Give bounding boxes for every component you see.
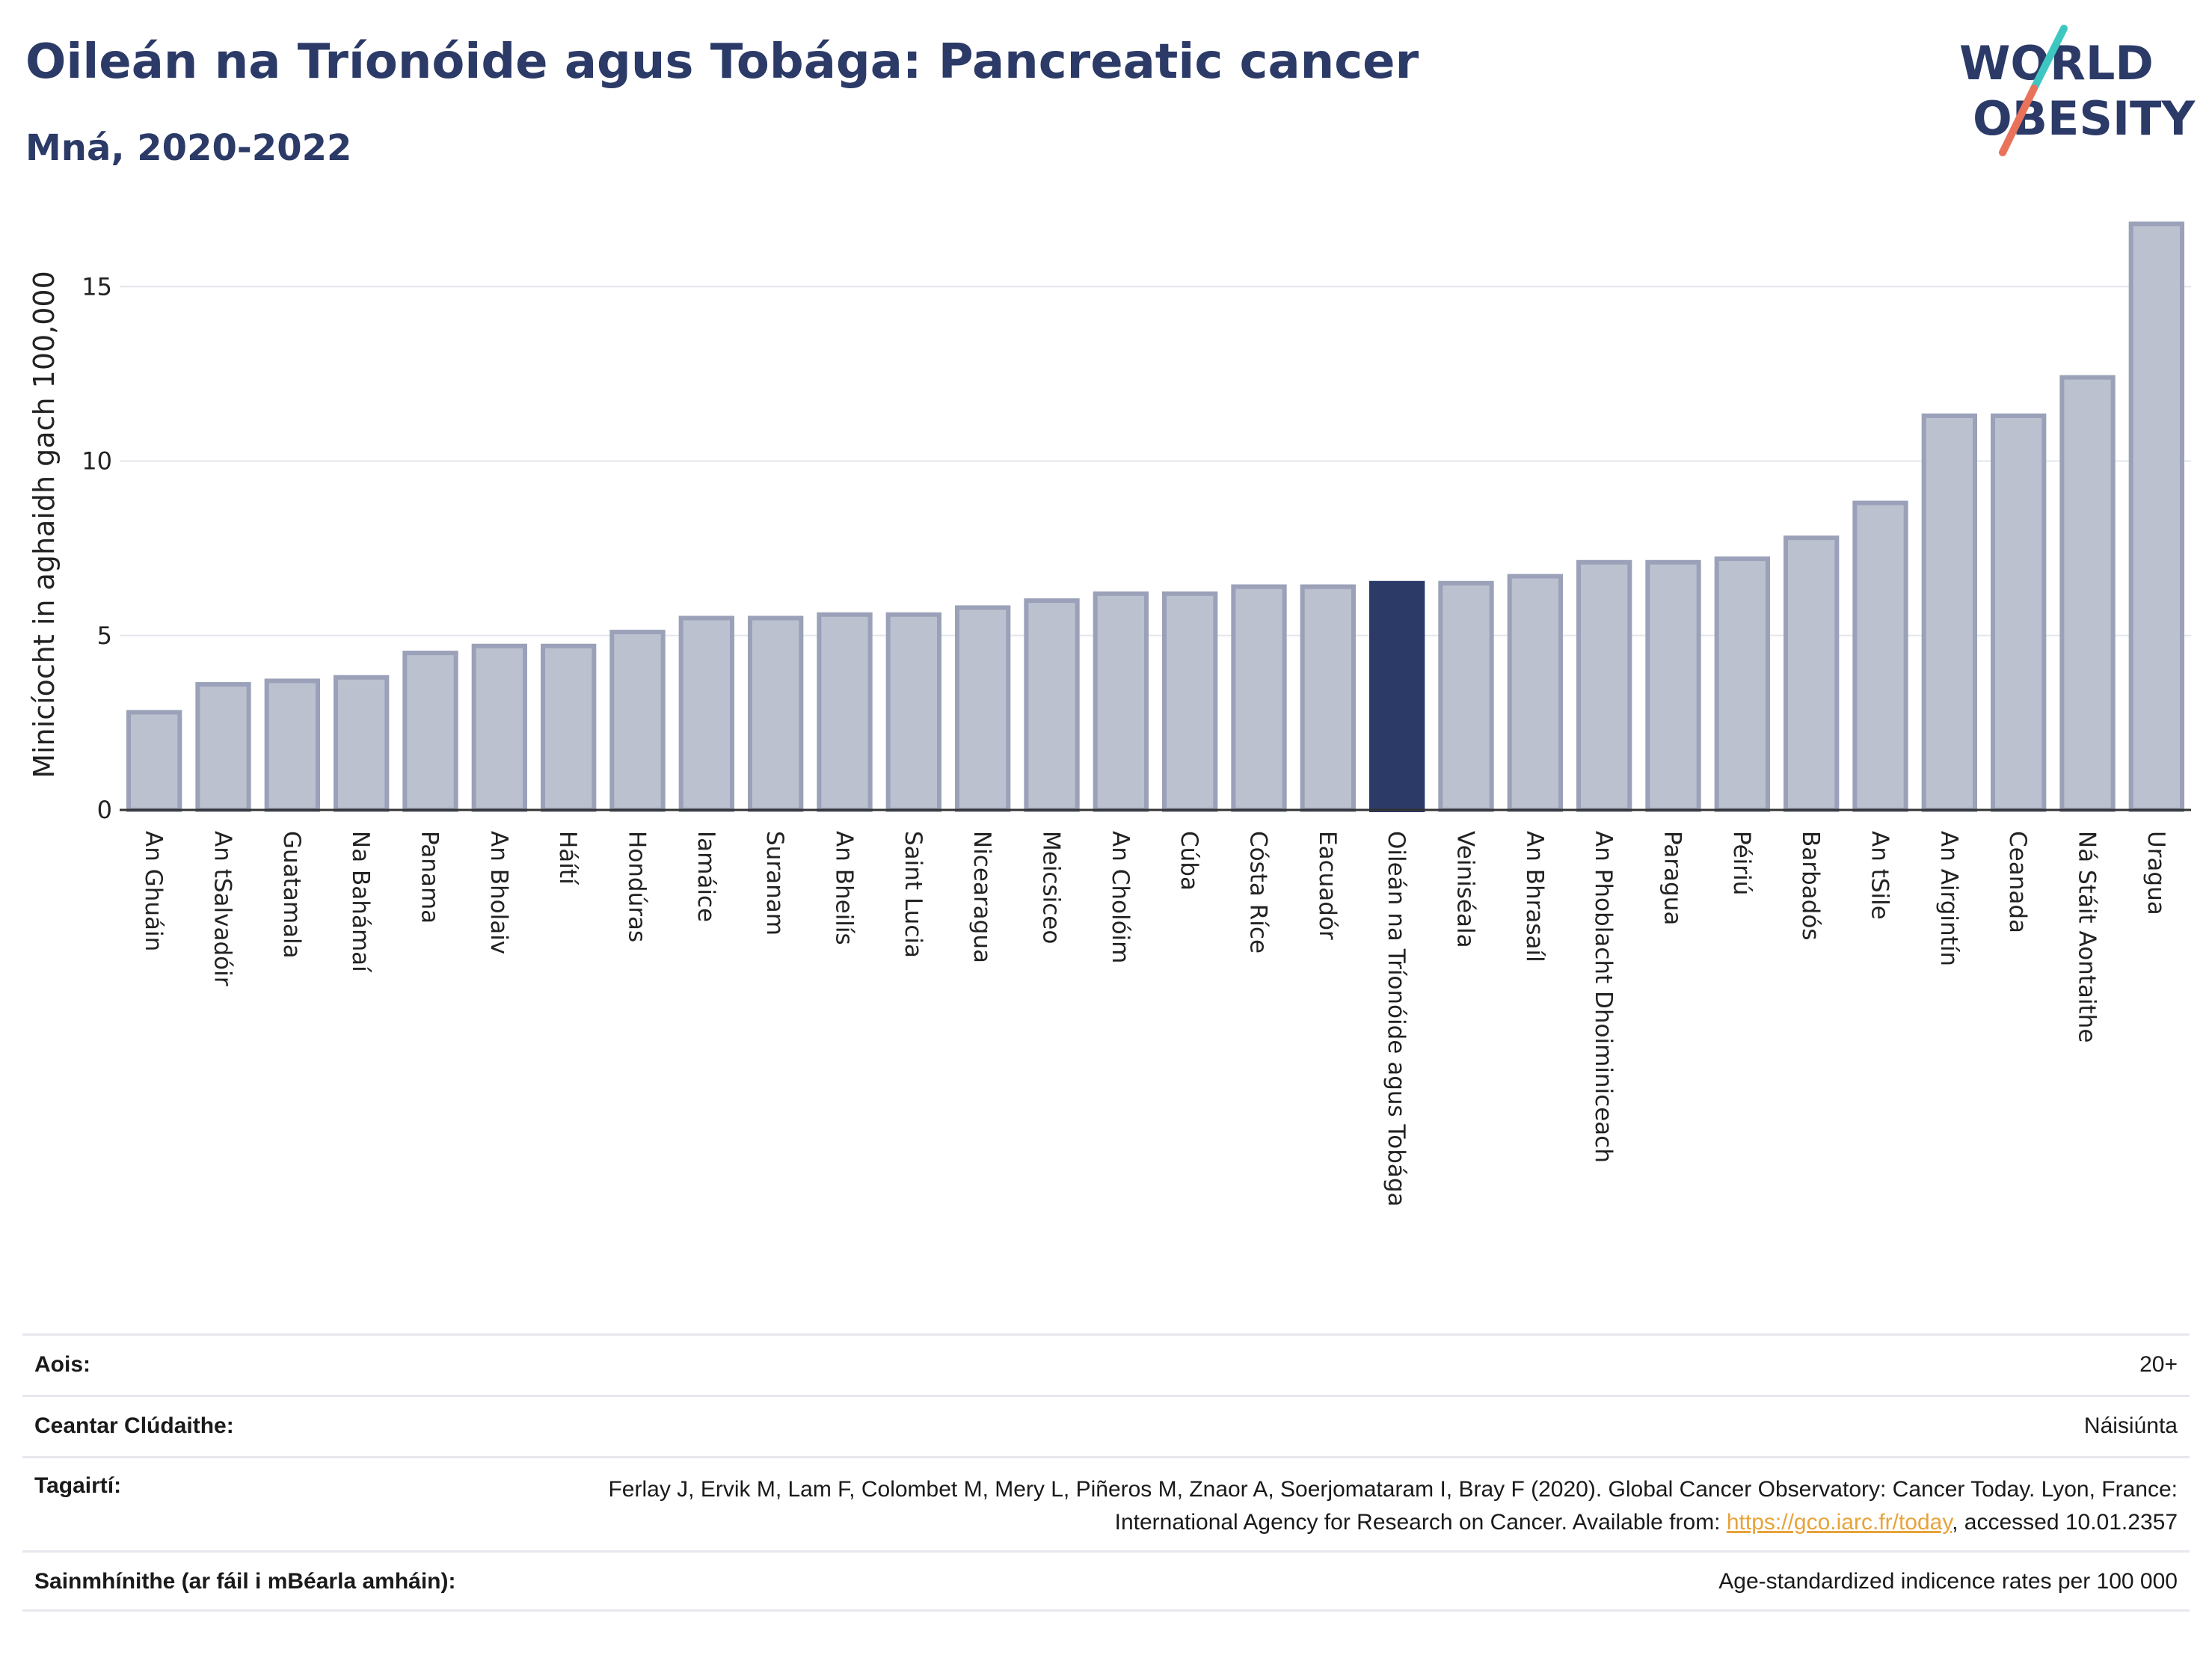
y-tick-label: 15 bbox=[82, 272, 112, 301]
x-tick-label: An Bholaiv bbox=[485, 831, 512, 954]
references-label: Tagairtí: bbox=[34, 1473, 122, 1498]
x-tick-label: Ceanada bbox=[2004, 831, 2031, 933]
x-tick-label: Cúba bbox=[1176, 831, 1202, 891]
age-label: Aois: bbox=[34, 1352, 90, 1377]
bar bbox=[885, 612, 941, 813]
x-tick-label: Guatamala bbox=[278, 831, 305, 959]
x-tick-label: Oileán na Tríonóide agus Tobága bbox=[1383, 831, 1410, 1207]
chart-title: Oileán na Tríonóide agus Tobága: Pancrea… bbox=[25, 34, 1419, 90]
bar bbox=[1991, 413, 2047, 812]
bar bbox=[1231, 584, 1287, 812]
bar bbox=[678, 615, 734, 812]
x-tick-label: Meicsiceo bbox=[1038, 831, 1065, 944]
bar bbox=[1852, 500, 1908, 812]
bar bbox=[2059, 375, 2116, 812]
references-text: Ferlay J, Ervik M, Lam F, Colombet M, Me… bbox=[608, 1477, 2178, 1535]
x-tick-label: Nicearagua bbox=[968, 831, 995, 963]
x-tick-label: Eacuadór bbox=[1314, 831, 1341, 940]
references-value: Ferlay J, Ervik M, Lam F, Colombet M, Me… bbox=[607, 1473, 2178, 1539]
coverage-label: Ceantar Clúdaithe: bbox=[34, 1413, 234, 1438]
x-tick-label: An Airgintín bbox=[1935, 831, 1962, 966]
x-tick-label: An Bhrasaíl bbox=[1521, 831, 1548, 962]
x-tick-label: Suranam bbox=[761, 831, 788, 936]
references-link[interactable]: https://gco.iarc.fr/today bbox=[1726, 1510, 1953, 1535]
x-tick-label: An tSile bbox=[1867, 831, 1893, 920]
bar bbox=[1645, 559, 1701, 813]
y-tick-label: 10 bbox=[82, 447, 112, 476]
x-tick-label: Panama bbox=[417, 831, 443, 924]
bar-highlighted bbox=[1369, 580, 1425, 812]
bar bbox=[195, 682, 251, 813]
bar bbox=[1921, 413, 1977, 812]
bar bbox=[2128, 221, 2184, 812]
info-row-age: Aois: 20+ bbox=[22, 1333, 2190, 1395]
y-tick-label: 0 bbox=[97, 796, 112, 824]
age-value: 20+ bbox=[2139, 1352, 2178, 1377]
bar bbox=[471, 643, 527, 813]
bar bbox=[817, 612, 873, 813]
bar bbox=[955, 605, 1011, 813]
x-tick-label: An Cholóim bbox=[1107, 831, 1134, 963]
info-table: Aois: 20+ Ceantar Clúdaithe: Náisiúnta T… bbox=[22, 1333, 2190, 1612]
x-tick-label: Uragua bbox=[2142, 831, 2169, 915]
world-obesity-logo: WORLD OBESITY bbox=[1959, 25, 2196, 156]
bar-chart: 0 5 10 15 Minicíocht in aghaidh gach 100,000… bbox=[28, 221, 2191, 1207]
definitions-value: Age-standardized indicence rates per 100… bbox=[1718, 1569, 2178, 1594]
x-tick-label: Veiniséala bbox=[1452, 831, 1479, 948]
x-tick-label: Hondúras bbox=[624, 831, 651, 942]
bar bbox=[609, 630, 666, 812]
bar bbox=[541, 643, 597, 813]
bar bbox=[1024, 598, 1080, 813]
x-tick-label: Barbadós bbox=[1797, 831, 1824, 940]
bar bbox=[1507, 574, 1563, 813]
x-tick-label: An Ghuáin bbox=[140, 831, 167, 951]
logo-slash-teal bbox=[2030, 25, 2068, 92]
y-tick-label: 5 bbox=[97, 621, 112, 650]
bar bbox=[1714, 556, 1770, 812]
coverage-value: Náisiúnta bbox=[2083, 1413, 2178, 1438]
logo-slash-coral bbox=[1999, 85, 2038, 156]
bar bbox=[1162, 591, 1218, 812]
info-row-references: Tagairtí: Ferlay J, Ervik M, Lam F, Colo… bbox=[22, 1456, 2190, 1550]
bar bbox=[264, 678, 320, 812]
x-tick-label: Paragua bbox=[1659, 831, 1686, 925]
bar bbox=[126, 710, 182, 813]
x-tick-label: Iamáice bbox=[692, 831, 719, 922]
x-tick-label: Saint Lucia bbox=[900, 831, 927, 958]
x-tick-label: Péiriú bbox=[1728, 831, 1755, 895]
x-tick-label: An Bheilís bbox=[831, 831, 858, 945]
bar bbox=[1438, 580, 1494, 812]
bar bbox=[1300, 584, 1356, 812]
x-tick-label: An Phoblacht Dhoiminiceach bbox=[1590, 831, 1617, 1163]
info-row-definitions: Sainmhínithe (ar fáil i mBéarla amháin):… bbox=[22, 1550, 2190, 1612]
x-tick-label: Ná Stáit Aontaithe bbox=[2074, 831, 2101, 1043]
references-accessed: , accessed 10.01.2357 bbox=[1952, 1510, 2178, 1535]
bar bbox=[1784, 535, 1840, 812]
bar bbox=[1576, 559, 1632, 813]
bar bbox=[402, 651, 458, 813]
x-tick-label: Na Bahámaí bbox=[347, 831, 374, 973]
definitions-label: Sainmhínithe (ar fáil i mBéarla amháin): bbox=[34, 1569, 456, 1594]
chart-subtitle: Mná, 2020-2022 bbox=[25, 127, 352, 169]
info-row-coverage: Ceantar Clúdaithe: Náisiúnta bbox=[22, 1395, 2190, 1456]
bar bbox=[334, 675, 390, 812]
bar bbox=[748, 615, 804, 812]
x-tick-label: An tSalvadóir bbox=[209, 831, 236, 986]
x-tick-label: Cósta Ríce bbox=[1245, 831, 1272, 954]
bar bbox=[1093, 591, 1149, 812]
y-axis-label: Minicíocht in aghaidh gach 100,000 bbox=[28, 271, 61, 779]
x-tick-label: Háítí bbox=[554, 831, 581, 885]
